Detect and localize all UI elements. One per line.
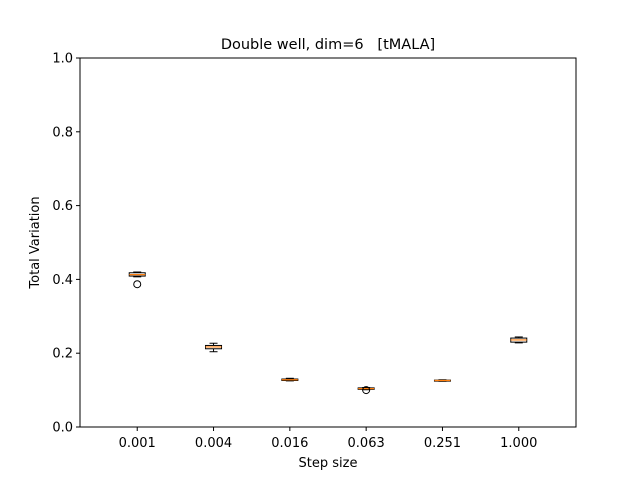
x-tick-label: 0.016	[271, 436, 308, 451]
y-tick-label: 0.8	[52, 125, 73, 140]
x-tick-label: 1.000	[500, 436, 537, 451]
plot-area	[79, 57, 577, 428]
y-axis: 0.0 0.2 0.4 0.6 0.8 1.0	[52, 52, 80, 436]
y-tick-label: 0.2	[52, 347, 73, 362]
box-plot	[128, 271, 146, 289]
y-axis-label: Total Variation	[28, 196, 43, 289]
y-tick-label: 0.0	[52, 421, 73, 436]
x-axis-label: Step size	[299, 456, 358, 471]
box-plot	[433, 379, 451, 382]
box-plot	[510, 336, 528, 344]
y-tick-label: 0.6	[52, 199, 73, 214]
box-plots	[128, 271, 528, 395]
x-tick-label: 0.251	[424, 436, 461, 451]
y-tick-label: 1.0	[52, 52, 73, 67]
box-plot	[281, 377, 299, 382]
x-axis: 0.001 0.004 0.016 0.063 0.251 1.000	[119, 427, 537, 451]
box-plot	[357, 386, 375, 395]
x-tick-label: 0.001	[119, 436, 156, 451]
x-tick-label: 0.004	[195, 436, 232, 451]
outlier-point	[362, 386, 371, 395]
y-tick-label: 0.4	[52, 273, 73, 288]
x-tick-label: 0.063	[348, 436, 385, 451]
box-plot	[205, 342, 223, 353]
outlier-point	[133, 280, 142, 289]
chart-title: Double well, dim=6 [tMALA]	[221, 37, 435, 53]
